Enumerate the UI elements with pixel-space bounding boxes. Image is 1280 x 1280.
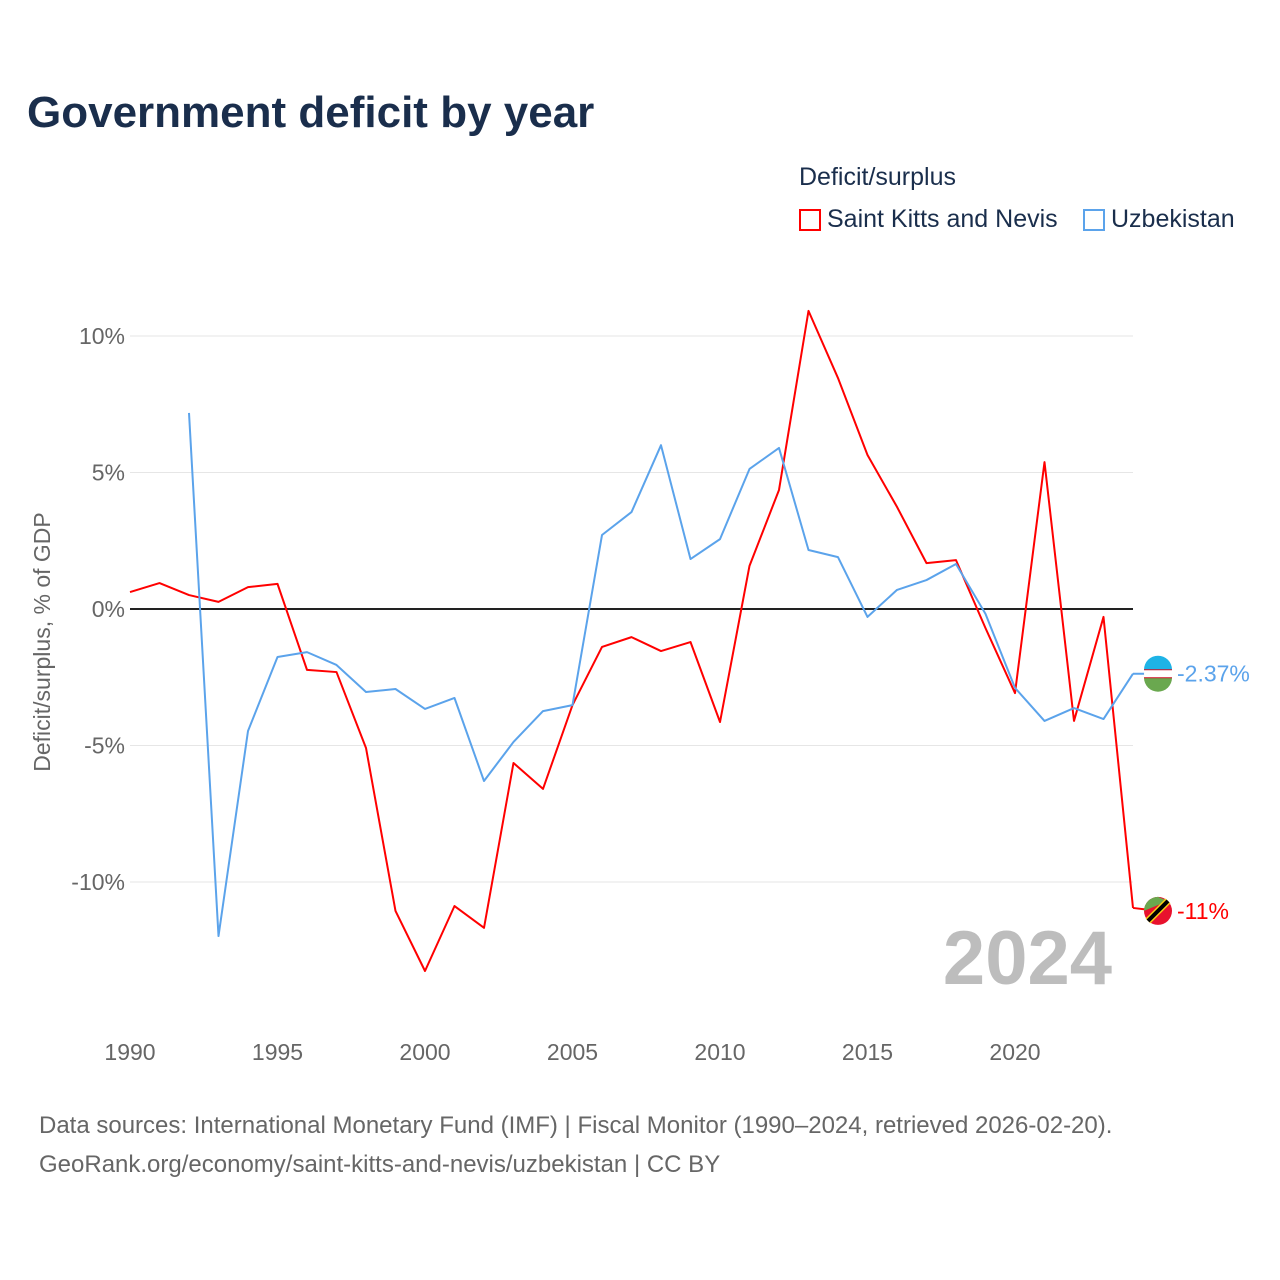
x-tick-label: 2020 <box>989 1039 1040 1065</box>
source-note: Data sources: International Monetary Fun… <box>39 1106 1112 1184</box>
legend-item-saint-kitts[interactable]: Saint Kitts and Nevis <box>799 205 1058 234</box>
y-axis-label: Deficit/surplus, % of GDP <box>29 512 55 771</box>
flag-part <box>1144 896 1168 911</box>
y-tick-label: -10% <box>71 869 125 895</box>
y-tick-label: 5% <box>92 460 125 486</box>
series-line-uzbekistan <box>188 412 1134 938</box>
end-value-label: -11% <box>1177 898 1229 924</box>
legend-item-uzbekistan[interactable]: Uzbekistan <box>1083 205 1235 234</box>
x-tick-label: 2010 <box>694 1039 745 1065</box>
legend-swatch <box>1083 208 1105 231</box>
x-tick-label: 2015 <box>842 1039 893 1065</box>
legend-swatch <box>799 208 821 231</box>
source-line-2[interactable]: GeoRank.org/economy/saint-kitts-and-nevi… <box>39 1151 721 1178</box>
x-tick-label: 1990 <box>104 1039 155 1065</box>
flag-part <box>1144 677 1172 692</box>
x-tick-label: 2005 <box>547 1039 598 1065</box>
legend-label: Saint Kitts and Nevis <box>827 205 1058 233</box>
x-tick-label: 2000 <box>399 1039 450 1065</box>
end-value-label: -2.37% <box>1177 661 1250 687</box>
flag-part <box>1146 899 1170 923</box>
y-tick-label: 10% <box>79 323 125 349</box>
year-watermark: 2024 <box>943 916 1112 1001</box>
legend-label: Uzbekistan <box>1111 205 1235 233</box>
source-line-1: Data sources: International Monetary Fun… <box>39 1112 1113 1139</box>
x-tick-label: 1995 <box>252 1039 303 1065</box>
y-tick-label: -5% <box>84 733 125 759</box>
chart-title: Government deficit by year <box>27 88 595 137</box>
series-line-saint-kitts-and-nevis <box>129 309 1134 972</box>
legend-title: Deficit/surplus <box>799 163 956 191</box>
flag-part <box>1144 655 1172 670</box>
y-tick-label: 0% <box>92 596 125 622</box>
